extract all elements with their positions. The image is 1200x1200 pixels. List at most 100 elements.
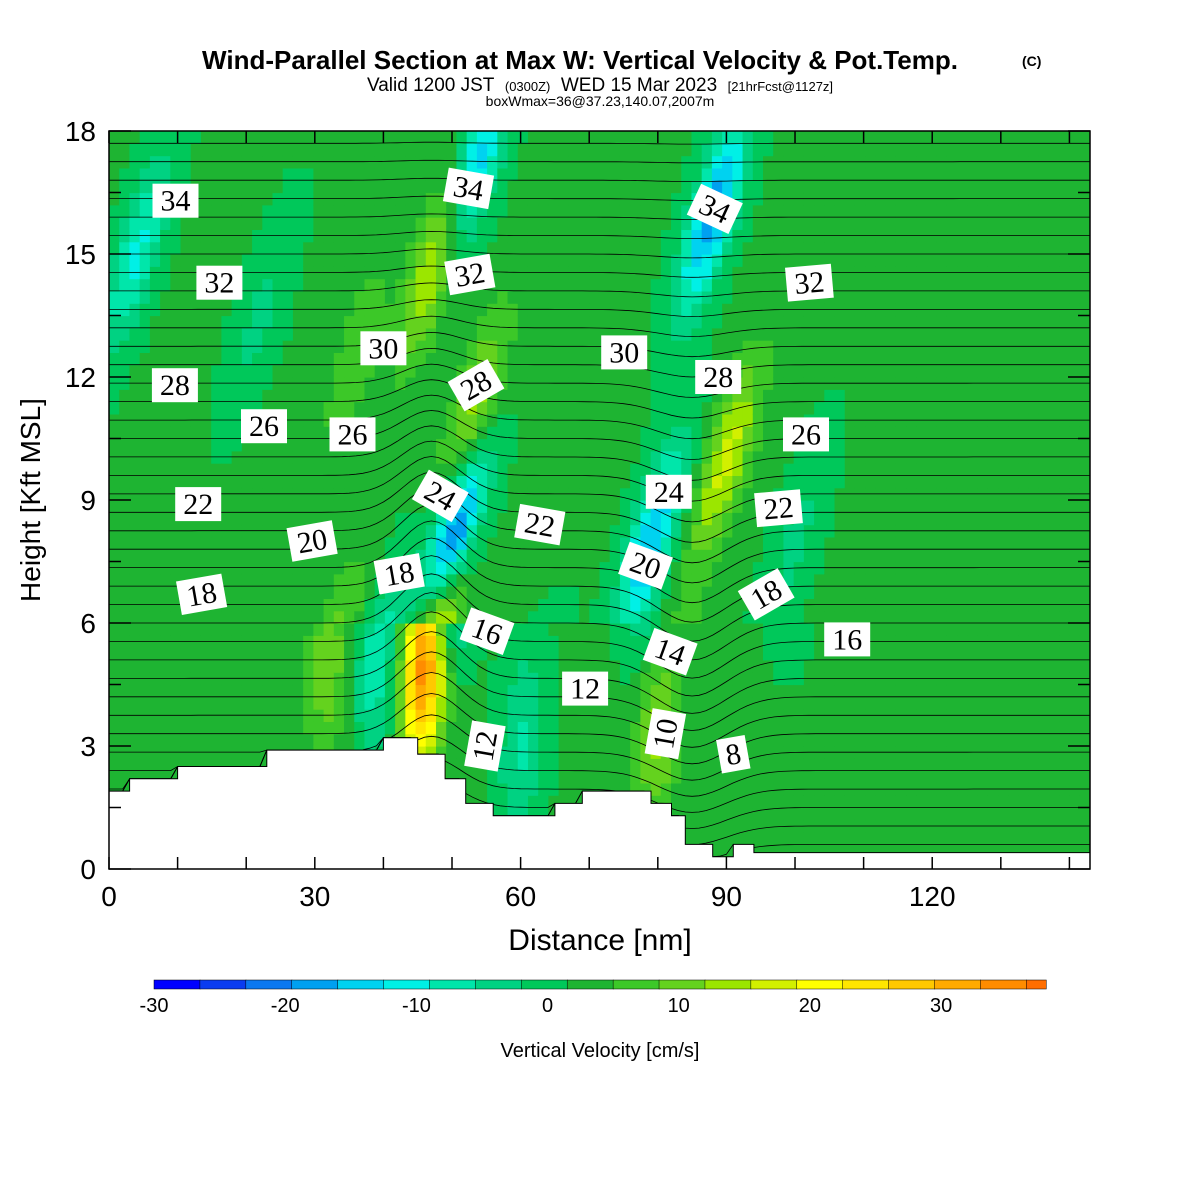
field-cell — [262, 204, 274, 218]
field-cell — [946, 180, 958, 194]
field-cell — [865, 204, 877, 218]
field-cell — [619, 746, 631, 759]
field-cell — [344, 733, 355, 747]
field-cell — [936, 610, 948, 624]
field-cell — [854, 204, 866, 218]
field-cell — [384, 536, 396, 550]
field-cell — [517, 807, 529, 821]
field-cell — [425, 721, 437, 735]
field-cell — [272, 623, 284, 636]
field-cell — [456, 241, 468, 255]
field-cell — [609, 696, 621, 710]
field-cell — [436, 131, 447, 144]
field-cell — [364, 192, 376, 206]
field-cell — [344, 377, 355, 390]
field-cell — [926, 241, 938, 255]
field-cell — [436, 463, 447, 476]
field-cell — [436, 401, 447, 415]
field-cell — [190, 167, 202, 181]
field-cell — [170, 131, 182, 144]
field-cell — [895, 463, 907, 476]
field-cell — [364, 155, 376, 169]
field-cell — [262, 549, 274, 563]
field-cell — [149, 143, 161, 157]
field-cell — [487, 500, 498, 513]
field-cell — [374, 401, 386, 415]
field-cell — [711, 254, 723, 267]
field-cell — [507, 290, 519, 304]
field-cell — [630, 610, 641, 624]
field-cell — [691, 819, 703, 833]
field-cell — [742, 377, 754, 390]
field-cell — [231, 512, 243, 526]
field-cell — [282, 500, 294, 513]
field-cell — [200, 131, 212, 144]
field-cell — [906, 463, 917, 476]
field-cell — [395, 155, 406, 169]
field-cell — [589, 623, 601, 636]
field-cell — [282, 217, 294, 230]
field-cell — [395, 450, 406, 464]
field-cell — [323, 254, 335, 267]
field-cell — [660, 463, 672, 476]
field-cell — [854, 832, 866, 845]
field-cell — [436, 610, 447, 624]
field-cell — [701, 696, 713, 710]
field-cell — [507, 217, 519, 230]
field-cell — [865, 586, 877, 599]
field-cell — [640, 180, 652, 194]
field-cell — [650, 377, 662, 390]
field-cell — [803, 844, 815, 858]
field-cell — [711, 426, 723, 440]
field-cell — [415, 254, 427, 267]
field-cell — [783, 143, 795, 157]
field-cell — [558, 241, 570, 255]
field-cell — [129, 438, 141, 452]
field-cell — [344, 561, 355, 575]
field-cell — [211, 167, 223, 181]
field-cell — [671, 290, 682, 304]
field-cell — [558, 278, 570, 292]
field-cell — [793, 389, 805, 403]
field-cell — [241, 217, 253, 230]
field-cell — [395, 192, 406, 206]
field-cell — [630, 131, 641, 144]
field-cell — [824, 401, 836, 415]
field-cell — [773, 413, 785, 427]
field-cell — [231, 610, 243, 624]
field-cell — [252, 217, 263, 230]
field-cell — [630, 758, 641, 772]
field-cell — [405, 155, 417, 169]
field-cell — [476, 401, 488, 415]
field-cell — [865, 573, 877, 587]
field-cell — [405, 684, 417, 698]
field-cell — [497, 254, 509, 267]
field-cell — [926, 684, 938, 698]
field-cell — [701, 635, 713, 649]
field-cell — [752, 131, 764, 144]
field-cell — [885, 315, 897, 329]
field-cell — [681, 512, 693, 526]
field-cell — [487, 647, 498, 661]
field-cell — [773, 364, 785, 378]
field-cell — [885, 647, 897, 661]
field-cell — [936, 549, 948, 563]
field-cell — [507, 167, 519, 181]
field-cell — [211, 241, 223, 255]
field-cell — [241, 573, 253, 587]
field-cell — [487, 463, 498, 476]
field-cell — [313, 647, 325, 661]
field-cell — [875, 167, 887, 181]
field-cell — [446, 315, 458, 329]
field-cell — [323, 364, 335, 378]
field-cell — [865, 500, 877, 513]
field-cell — [844, 290, 856, 304]
field-cell — [415, 204, 427, 218]
field-cell — [507, 450, 519, 464]
field-cell — [711, 696, 723, 710]
field-cell — [354, 696, 366, 710]
field-cell — [374, 377, 386, 390]
field-cell — [395, 266, 406, 280]
field-cell — [354, 598, 366, 612]
field-cell — [517, 438, 529, 452]
